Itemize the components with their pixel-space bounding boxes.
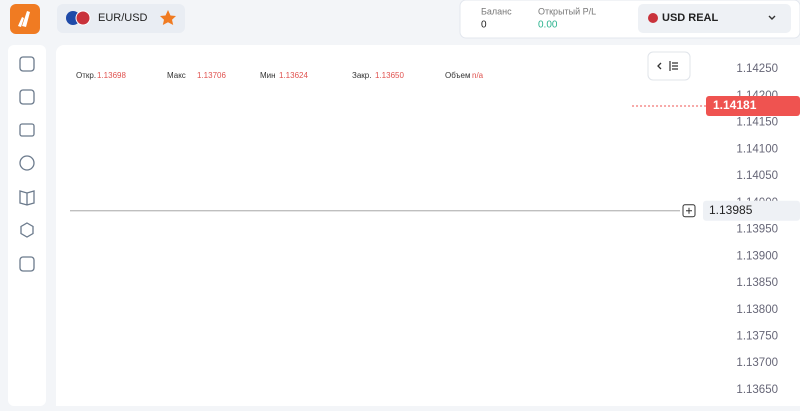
icon-news[interactable]: [19, 256, 35, 272]
favorite-star[interactable]: [160, 10, 176, 25]
info-value: 1.13650: [375, 71, 404, 80]
dropdown-caret: [768, 15, 776, 20]
info-label: Мин: [260, 71, 276, 80]
crosshair-plus: [686, 207, 692, 214]
collapse-icon: [669, 61, 678, 71]
info-label: Закр.: [352, 71, 371, 80]
icon-chart[interactable]: [19, 56, 35, 72]
y-tick-label: 1.14250: [736, 63, 778, 75]
info-value: n/a: [472, 71, 484, 80]
icon-education[interactable]: [19, 190, 35, 206]
info-value: 1.13706: [197, 71, 226, 80]
pl-value: 0.00: [538, 20, 558, 31]
icon-analytics[interactable]: [19, 89, 35, 105]
last-price: 1.14181: [713, 98, 757, 112]
collapse-button[interactable]: [647, 51, 691, 81]
icon-portfolio[interactable]: [19, 123, 35, 137]
y-tick-label: 1.14050: [736, 170, 778, 182]
info-label: Макс: [167, 71, 186, 80]
balance-value: 0: [481, 20, 487, 31]
pair-selector[interactable]: [57, 4, 185, 33]
pair-name: EUR/USD: [98, 12, 148, 24]
y-tick-label: 1.13850: [736, 277, 778, 289]
crosshair-price: 1.13985: [709, 203, 753, 217]
flag-us: [75, 10, 91, 26]
info-value: 1.13698: [97, 71, 126, 80]
y-tick-label: 1.13800: [736, 304, 778, 316]
y-tick-label: 1.13750: [736, 331, 778, 343]
chart-card: [56, 45, 800, 411]
info-label: Откр.: [76, 71, 96, 80]
account-selector[interactable]: [638, 4, 791, 33]
info-label: Объем: [445, 71, 471, 80]
y-tick-label: 1.14150: [736, 117, 778, 129]
y-tick-label: 1.13950: [736, 224, 778, 236]
flag-usd: [648, 13, 658, 23]
y-tick-label: 1.13650: [736, 384, 778, 396]
y-tick-label: 1.13700: [736, 357, 778, 369]
crosshair-tag: [703, 200, 800, 221]
collapse-arrow: [657, 62, 662, 70]
logo-glyph: [18, 11, 30, 27]
y-tick-label: 1.13900: [736, 250, 778, 262]
overlay: 1.13650 1.13700 1.13750 1.13800 1.13850 1.139…: [70, 63, 800, 396]
last-price-tag: [706, 95, 800, 116]
icon-history[interactable]: [19, 155, 35, 171]
y-tick-label: 1.14100: [736, 143, 778, 155]
balance-label: Баланс: [481, 6, 512, 16]
sidebar: [8, 45, 46, 406]
pl-label: Открытый P/L: [538, 6, 596, 16]
account-name: USD REAL: [662, 12, 719, 24]
icon-settings[interactable]: [20, 222, 34, 238]
info-value: 1.13624: [279, 71, 308, 80]
